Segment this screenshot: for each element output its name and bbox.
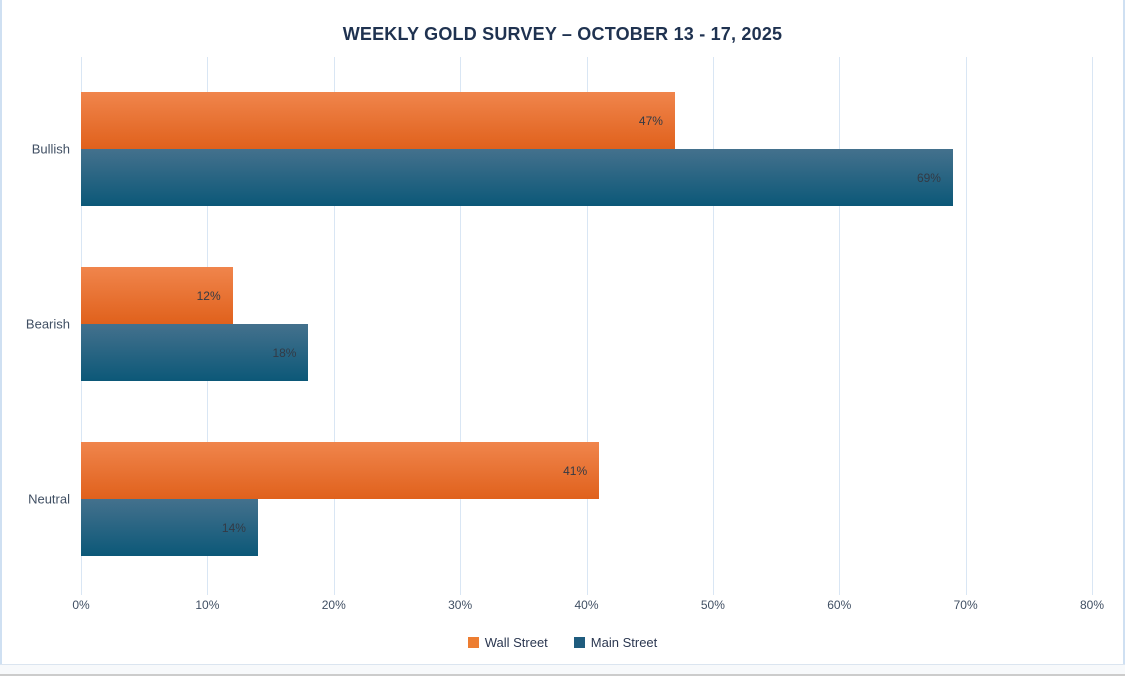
gridline-60% (839, 57, 841, 595)
data-label: 18% (272, 345, 297, 360)
legend-label: Main Street (590, 635, 658, 650)
value-axis: 0% 10% 20% 30% 40% 50% 60% 70% 80% (72, 598, 1104, 614)
bar-group-neutral: 41% 14% (81, 442, 1092, 556)
x-tick-label-70%: 70% (953, 598, 978, 612)
x-tick-label-20%: 20% (321, 598, 346, 612)
data-label: 69% (916, 170, 941, 185)
legend: Wall Street Main Street (2, 635, 1123, 650)
chart-title: WEEKLY GOLD SURVEY – OCTOBER 13 - 17, 20… (342, 24, 783, 44)
bar-bullish-wall-street: 47% (81, 92, 675, 149)
legend-item-wall-street: Wall Street (467, 635, 548, 650)
bar-bearish-main-street: 18% (81, 324, 309, 381)
bar-bearish-wall-street: 12% (81, 267, 233, 324)
x-tick-label-50%: 50% (700, 598, 725, 612)
gridline-70% (965, 57, 967, 595)
x-tick-label-30%: 30% (448, 598, 473, 612)
bar-bullish-main-street: 69% (81, 149, 953, 206)
bar-group-bearish: 12% 18% (81, 267, 1092, 381)
legend-label: Wall Street (484, 635, 548, 650)
gridline-50% (712, 57, 714, 595)
gridline-80% (1092, 57, 1093, 595)
bar-neutral-wall-street: 41% (81, 442, 600, 499)
data-label: 41% (563, 463, 588, 478)
category-label-bullish: Bullish (31, 141, 70, 157)
data-label: 12% (196, 288, 221, 303)
bar-group-bullish: 47% 69% (81, 92, 1092, 206)
x-tick-label-60%: 60% (827, 598, 852, 612)
x-tick-label-0%: 0% (72, 598, 90, 612)
legend-swatch-icon (467, 637, 479, 648)
category-label-bearish: Bearish (25, 316, 70, 332)
bar-neutral-main-street: 14% (81, 499, 258, 556)
gridline-20% (333, 57, 335, 595)
legend-swatch-icon (573, 637, 585, 648)
window-bottom-bar (0, 664, 1125, 676)
gridline-30% (460, 57, 462, 595)
plot-area: 47% 69% 12% 18% 41% 14% (81, 57, 1093, 595)
category-axis: Bullish Bearish Neutral (2, 57, 70, 591)
category-label-neutral: Neutral (28, 491, 70, 507)
x-tick-label-40%: 40% (574, 598, 599, 612)
legend-item-main-street: Main Street (573, 635, 658, 650)
data-label: 47% (638, 113, 663, 128)
x-tick-label-80%: 80% (1079, 598, 1105, 612)
data-label: 14% (221, 520, 246, 535)
gridline-40% (586, 57, 588, 595)
x-tick-label-10%: 10% (195, 598, 220, 612)
